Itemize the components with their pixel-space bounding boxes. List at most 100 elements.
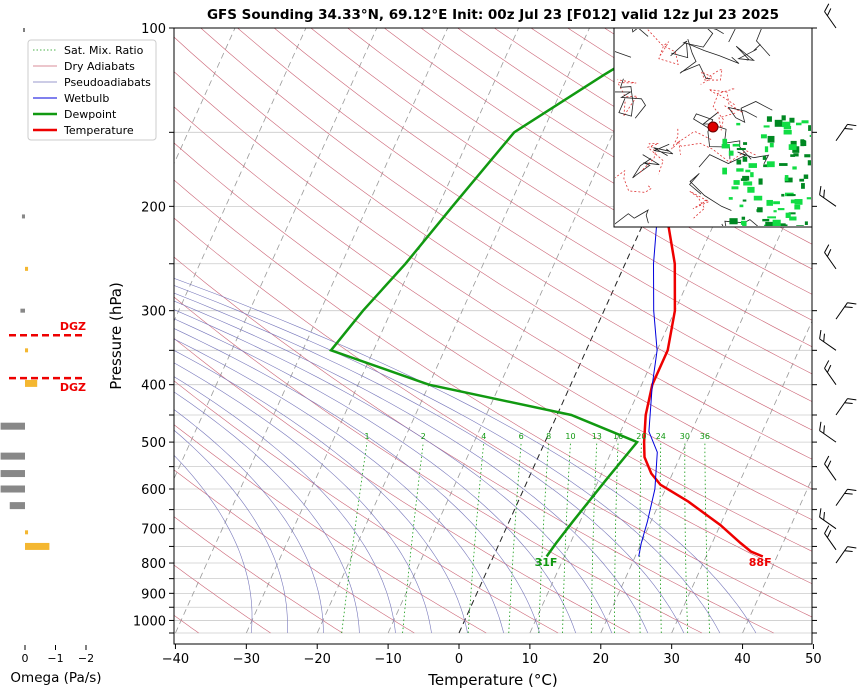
pseudoadiabat [174,309,612,634]
inset-precip [796,225,804,226]
inset-contour [689,190,710,219]
barb-flag [819,185,822,195]
wetbulb-line [630,132,659,557]
dgz-label: DGZ [60,381,86,394]
barb-staff [819,430,837,443]
inset-precip [722,167,728,175]
isotherm-line [174,28,378,480]
inset-precip [748,163,757,168]
mixing-ratio-line [659,442,662,634]
sounding-location-marker [707,121,719,133]
legend-temperature-label: Temperature [63,124,134,137]
inset-contour [678,142,756,163]
y-tick-label: 600 [141,483,166,498]
x-tick-label: −10 [374,652,401,667]
barb-flag [826,8,832,16]
omega-bar [0,470,25,478]
isotherm-line [0,28,22,633]
dry-adiabat [174,71,812,490]
barb-staff [824,463,837,481]
dry-adiabat [174,516,343,634]
x-axis: −40 −30 −20 −10 0 10 20 30 40 50 [162,644,822,667]
dry-adiabat [174,296,703,634]
dewpoint-line [328,28,683,558]
mixing-ratio-label: 36 [700,432,710,441]
barb-staff [819,338,837,351]
barb-staff [835,398,848,416]
wind-barb [824,244,837,270]
barb-flag [826,249,832,257]
x-tick-label: 40 [734,652,751,667]
legend-box [27,39,157,141]
barb-staff [824,11,837,29]
inset-contour [615,91,646,119]
pseudoadiabat [174,285,721,634]
isotherm-line [174,28,307,323]
inset-precip [753,195,763,201]
wind-barbs [819,3,857,564]
inset-precip [784,177,793,183]
dry-adiabat [174,564,271,634]
pseudoadiabat [174,376,396,634]
wind-barb [835,398,857,416]
inset-precip [785,212,791,218]
inset-precip [781,115,786,121]
barb-staff [824,368,837,385]
inset-precip [767,135,775,143]
inset-precip [764,146,769,153]
inset-precip [806,197,811,200]
inset-precip [786,194,796,197]
y-tick-label: 800 [141,557,166,572]
barb-flag [844,492,853,495]
barb-flag [824,244,830,253]
inset-precip [794,199,803,205]
inset-contour [689,173,732,211]
mixing-ratio-label: 6 [519,432,524,441]
barb-flag [819,329,822,339]
y-tick-label: 300 [141,305,166,320]
wind-barb [819,329,837,351]
y-tick-label: 900 [141,587,166,602]
inset-precip [743,181,753,186]
omega-tick-label: −2 [78,652,94,665]
inset-precip [757,207,763,213]
inset-precip [762,155,767,160]
legend: Sat. Mix. Ratio Dry Adiabats Pseudoadiabat… [27,39,157,141]
isotherm-line [174,28,236,165]
inset-precip [736,168,744,172]
dry-adiabat [174,424,487,634]
dry-adiabat [174,217,812,618]
x-tick-label: −30 [233,652,260,667]
mixing-ratio-line [562,442,571,634]
y-tick-label: 500 [141,436,166,451]
inset-precip [742,175,750,181]
x-tick-label: 50 [805,652,822,667]
mixing-ratio-label: 4 [481,432,486,441]
inset-precip [779,163,788,166]
barb-flag [847,123,857,127]
mixing-ratio-line [538,442,549,634]
mixing-ratio-line [684,442,689,634]
inset-contour [735,44,761,61]
wind-barb [824,455,837,481]
barb-staff [819,516,837,530]
inset-precip [803,174,809,179]
barb-flag [819,421,822,431]
inset-precip [731,186,739,190]
dry-adiabat [174,469,415,634]
inset-precip [800,140,806,143]
barb-staff [824,533,837,551]
inset-contour [679,38,711,80]
barb-flag [844,127,853,130]
barb-flag [844,306,853,309]
dry-adiabat [174,380,559,634]
inset-precip [789,117,795,123]
mixing-ratio-label: 30 [680,432,690,441]
inset-precip [795,122,802,126]
inset-precip [722,138,728,146]
inset-contour [671,42,740,64]
inset-precip [801,183,805,189]
pseudoadiabat [174,277,757,634]
inset-precip [733,180,740,185]
